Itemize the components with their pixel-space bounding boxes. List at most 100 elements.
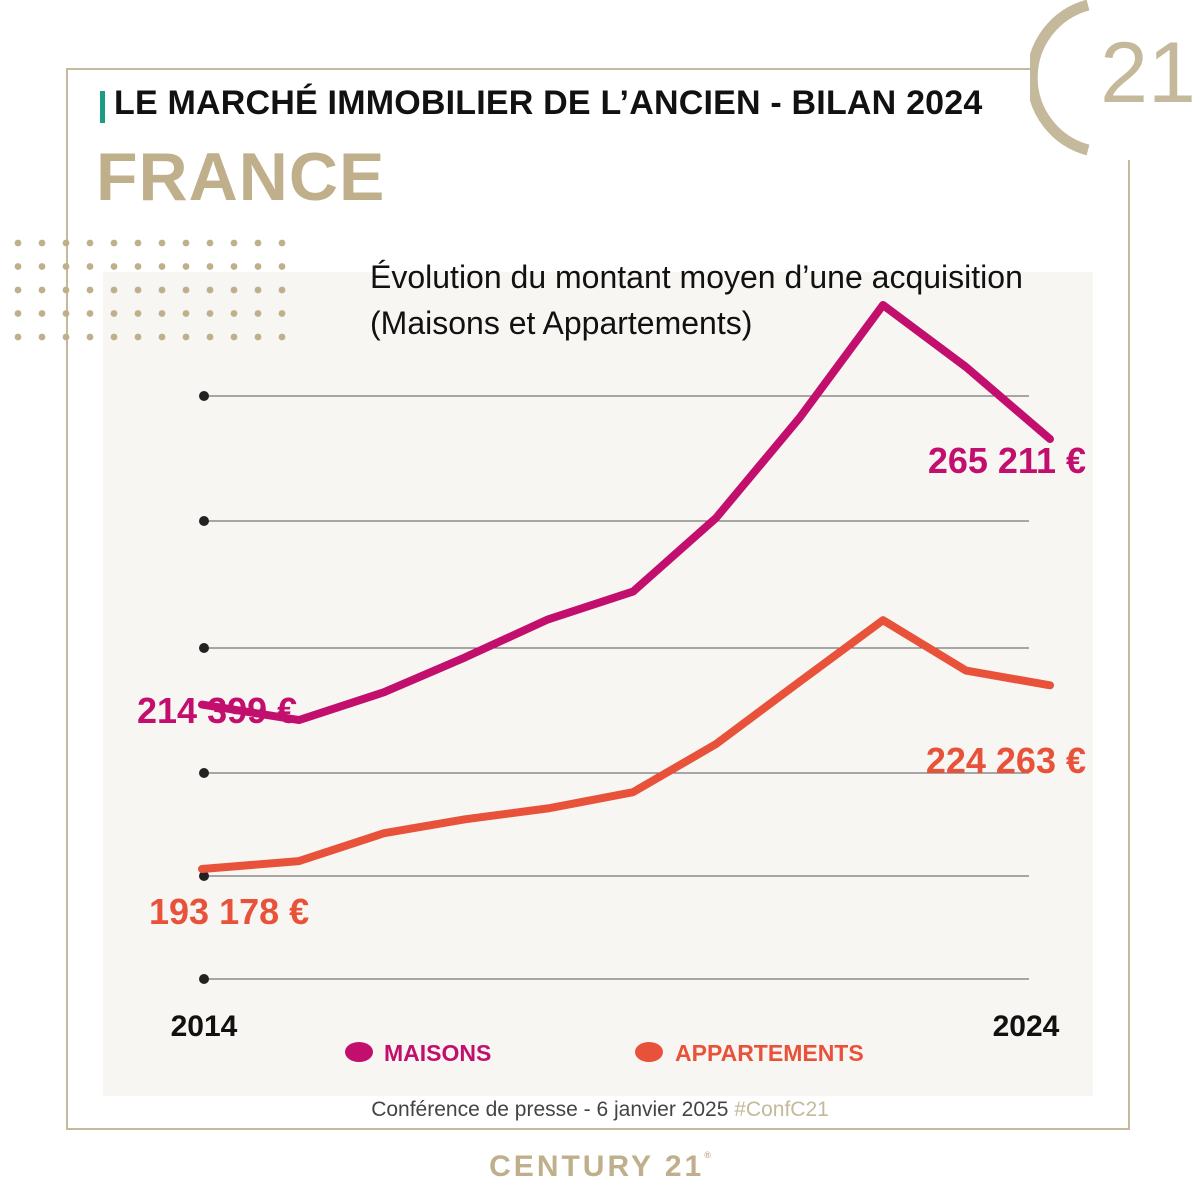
logo-number: 21: [1100, 25, 1196, 121]
chart-title: Évolution du montant moyen d’une acquisi…: [370, 259, 1023, 295]
decor-dot: [38, 263, 46, 270]
legend-appartements-label: APPARTEMENTS: [675, 1040, 864, 1066]
legend-appartements-swatch: [635, 1042, 663, 1062]
brand-registered-mark: ®: [704, 1150, 711, 1160]
decor-dot: [230, 239, 238, 247]
legend: MAISONS APPARTEMENTS: [345, 1040, 864, 1066]
decor-dot: [110, 310, 118, 317]
maisons-end-label: 265 211 €: [928, 440, 1086, 481]
decor-dot: [38, 286, 46, 294]
x-tick-end: 2024: [993, 1010, 1060, 1043]
footer-line: Conférence de presse - 6 janvier 2025 #C…: [0, 1098, 1200, 1122]
chart-title-block: Évolution du montant moyen d’une acquisi…: [370, 254, 1023, 346]
decor-dot: [134, 333, 142, 341]
decor-dot: [62, 333, 70, 341]
decor-dot: [206, 286, 214, 294]
decor-dot: [206, 239, 214, 247]
decor-dot: [38, 310, 46, 317]
chart-subtitle: (Maisons et Appartements): [370, 305, 753, 341]
decor-dot: [254, 333, 262, 341]
logo-arc: [1026, 0, 1090, 156]
decor-dot: [14, 286, 22, 294]
decor-dot: [206, 263, 214, 270]
decor-dot: [254, 286, 262, 294]
decor-dot: [62, 263, 70, 270]
decor-dot: [14, 333, 22, 341]
decor-dot: [278, 310, 286, 317]
decor-dot: [254, 263, 262, 270]
title-accent-bar: [100, 91, 105, 123]
decor-dot: [62, 286, 70, 294]
decor-dot: [206, 333, 214, 341]
decor-dot: [86, 239, 94, 247]
decor-dot: [62, 239, 70, 247]
decor-dot: [278, 333, 286, 341]
brand-name: CENTURY 21: [489, 1150, 705, 1183]
decor-dot: [14, 263, 22, 270]
gridline-bullet: [199, 516, 209, 526]
decor-dot: [14, 239, 22, 247]
decor-dot: [110, 333, 118, 341]
decor-dot: [254, 310, 262, 317]
decor-dot: [158, 286, 166, 294]
decorative-dots: [14, 239, 286, 341]
decor-dot: [38, 239, 46, 247]
logo-mark: 21: [1026, 0, 1196, 156]
decor-dot: [86, 333, 94, 341]
decor-dot: [182, 310, 190, 317]
legend-maisons-swatch: [345, 1042, 373, 1062]
decor-dot: [230, 263, 238, 270]
decor-dot: [158, 263, 166, 270]
series-line-maisons: [198, 301, 1054, 725]
series-line-appartements: [198, 616, 1054, 873]
decor-dot: [182, 263, 190, 270]
decor-dot: [86, 310, 94, 317]
decor-dot: [158, 239, 166, 247]
appartements-end-label: 224 263 €: [926, 740, 1086, 781]
decor-dot: [14, 310, 22, 317]
decor-dot: [134, 310, 142, 317]
gridline-bullet: [199, 974, 209, 984]
decor-dot: [278, 286, 286, 294]
decor-dot: [110, 239, 118, 247]
decor-dot: [62, 310, 70, 317]
appartements-start-label: 193 178 €: [149, 891, 309, 932]
decor-dot: [86, 286, 94, 294]
century21-logo: 21: [1026, 0, 1200, 160]
decor-dot: [254, 239, 262, 247]
legend-maisons-label: MAISONS: [384, 1040, 491, 1066]
x-tick-start: 2014: [171, 1010, 238, 1043]
decor-dot: [134, 286, 142, 294]
decor-dot: [230, 310, 238, 317]
decor-dot: [134, 263, 142, 270]
brand-wordmark: CENTURY 21®: [0, 1150, 1200, 1184]
footer-hashtag: #ConfC21: [734, 1098, 829, 1121]
chart-series: [198, 301, 1054, 873]
footer-text: Conférence de presse - 6 janvier 2025: [371, 1098, 729, 1121]
maisons-start-label: 214 399 €: [137, 690, 297, 731]
decor-dot: [182, 333, 190, 341]
gridline-bullet: [199, 871, 209, 881]
decor-dot: [110, 263, 118, 270]
gridline-bullet: [199, 643, 209, 653]
decor-dot: [182, 239, 190, 247]
decor-dot: [278, 239, 286, 247]
decor-dot: [158, 333, 166, 341]
page-title: LE MARCHÉ IMMOBILIER DE L’ANCIEN - BILAN…: [114, 84, 983, 122]
outer-frame: [66, 68, 1130, 1130]
decor-dot: [182, 286, 190, 294]
chart-panel: [103, 272, 1093, 1096]
chart-grid: [199, 391, 1029, 984]
decor-dot: [230, 333, 238, 341]
decor-dot: [86, 263, 94, 270]
gridline-bullet: [199, 391, 209, 401]
gridline-bullet: [199, 768, 209, 778]
decor-dot: [38, 333, 46, 341]
decor-dot: [230, 286, 238, 294]
decor-dot: [206, 310, 214, 317]
decor-dot: [110, 286, 118, 294]
decor-dot: [158, 310, 166, 317]
decor-dot: [134, 239, 142, 247]
decor-dot: [278, 263, 286, 270]
